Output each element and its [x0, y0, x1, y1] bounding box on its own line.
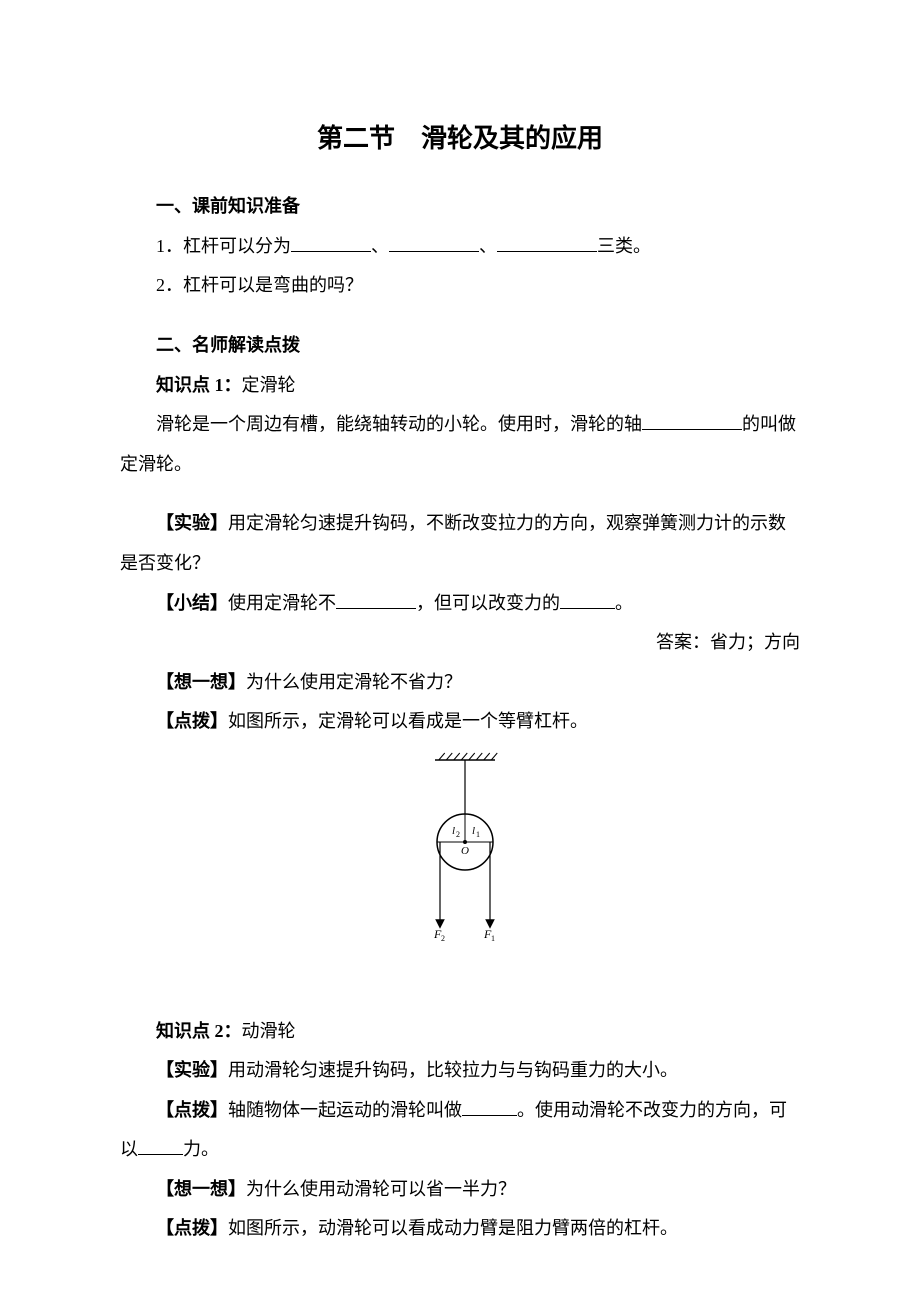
kp2-exp-label: 【实验】 — [156, 1060, 228, 1080]
kp1-think: 【想一想】为什么使用定滑轮不省力？ — [120, 663, 800, 703]
spacer — [120, 484, 800, 504]
kp2-hint2-label: 【点拨】 — [156, 1218, 228, 1238]
kp1-sum-label: 【小结】 — [156, 593, 228, 613]
section1-heading: 一、课前知识准备 — [120, 187, 800, 227]
svg-text:2: 2 — [441, 934, 445, 943]
kp1-heading: 知识点 1：定滑轮 — [120, 366, 800, 406]
kp1-think-label: 【想一想】 — [156, 672, 246, 692]
kp2-hint1: 【点拨】轴随物体一起运动的滑轮叫做。使用动滑轮不改变力的方向，可以力。 — [120, 1091, 800, 1170]
kp2-heading: 知识点 2：动滑轮 — [120, 1012, 800, 1052]
kp2-hint2-text: 如图所示，动滑轮可以看成动力臂是阻力臂两倍的杠杆。 — [228, 1218, 678, 1238]
kp2-hint2: 【点拨】如图所示，动滑轮可以看成动力臂是阻力臂两倍的杠杆。 — [120, 1209, 800, 1249]
svg-text:1: 1 — [491, 934, 495, 943]
kp1-sum-a: 使用定滑轮不 — [228, 593, 336, 613]
svg-text:l: l — [452, 825, 455, 837]
svg-text:O: O — [461, 845, 469, 857]
kp1-experiment: 【实验】用定滑轮匀速提升钩码，不断改变拉力的方向，观察弹簧测力计的示数是否变化？ — [120, 504, 800, 583]
kp1-sum-c: 。 — [615, 593, 633, 613]
kp1-think-text: 为什么使用定滑轮不省力？ — [246, 672, 462, 692]
spacer — [120, 306, 800, 326]
pulley-diagram: l2l1OF2F1 — [120, 752, 800, 962]
kp1-hint: 【点拨】如图所示，定滑轮可以看成是一个等臂杠杆。 — [120, 702, 800, 742]
kp1-intro-a: 滑轮是一个周边有槽，能绕轴转动的小轮。使用时，滑轮的轴 — [156, 414, 642, 434]
kp1-hint-text: 如图所示，定滑轮可以看成是一个等臂杠杆。 — [228, 711, 588, 731]
kp1-sum-blank1 — [336, 589, 416, 609]
kp1-sum-b: ，但可以改变力的 — [416, 593, 560, 613]
kp1-answer: 答案：省力；方向 — [120, 623, 800, 663]
q1-sep2: 、 — [479, 236, 497, 256]
kp2-hint1-c: 力。 — [183, 1139, 219, 1159]
page-title: 第二节 滑轮及其的应用 — [120, 110, 800, 167]
kp2-title: 动滑轮 — [242, 1021, 296, 1041]
kp1-title: 定滑轮 — [242, 375, 296, 395]
kp2-experiment: 【实验】用动滑轮匀速提升钩码，比较拉力与与钩码重力的大小。 — [120, 1051, 800, 1091]
q1-suffix: 三类。 — [597, 236, 651, 256]
kp1-hint-label: 【点拨】 — [156, 711, 228, 731]
kp2-exp-text: 用动滑轮匀速提升钩码，比较拉力与与钩码重力的大小。 — [228, 1060, 678, 1080]
kp1-intro: 滑轮是一个周边有槽，能绕轴转动的小轮。使用时，滑轮的轴的叫做定滑轮。 — [120, 405, 800, 484]
kp2-think-label: 【想一想】 — [156, 1179, 246, 1199]
pulley-svg: l2l1OF2F1 — [405, 752, 515, 947]
kp2-label: 知识点 2： — [156, 1021, 242, 1041]
kp2-blank1 — [462, 1096, 517, 1116]
q1-blank-3 — [497, 232, 597, 252]
kp2-think-text: 为什么使用动滑轮可以省一半力？ — [246, 1179, 516, 1199]
kp2-hint1-a: 轴随物体一起运动的滑轮叫做 — [228, 1100, 462, 1120]
q1-blank-1 — [291, 232, 371, 252]
kp1-summary: 【小结】使用定滑轮不 ，但可以改变力的 。 — [120, 584, 800, 624]
q1-sep1: 、 — [371, 236, 389, 256]
svg-text:1: 1 — [476, 830, 480, 839]
kp1-exp-label: 【实验】 — [156, 513, 228, 533]
kp1-sum-blank2 — [560, 589, 615, 609]
svg-text:2: 2 — [456, 830, 460, 839]
kp1-label: 知识点 1： — [156, 375, 242, 395]
kp2-blank2 — [138, 1135, 183, 1155]
kp1-blank — [642, 410, 742, 430]
q1-blank-2 — [389, 232, 479, 252]
question-1: 1．杠杆可以分为 、 、 三类。 — [120, 227, 800, 267]
question-2: 2．杠杆可以是弯曲的吗？ — [120, 266, 800, 306]
section2-heading: 二、名师解读点拨 — [120, 326, 800, 366]
spacer — [120, 992, 800, 1012]
kp2-hint1-label: 【点拨】 — [156, 1100, 228, 1120]
q1-prefix: 1．杠杆可以分为 — [156, 236, 291, 256]
kp2-think: 【想一想】为什么使用动滑轮可以省一半力？ — [120, 1170, 800, 1210]
svg-text:l: l — [472, 825, 475, 837]
